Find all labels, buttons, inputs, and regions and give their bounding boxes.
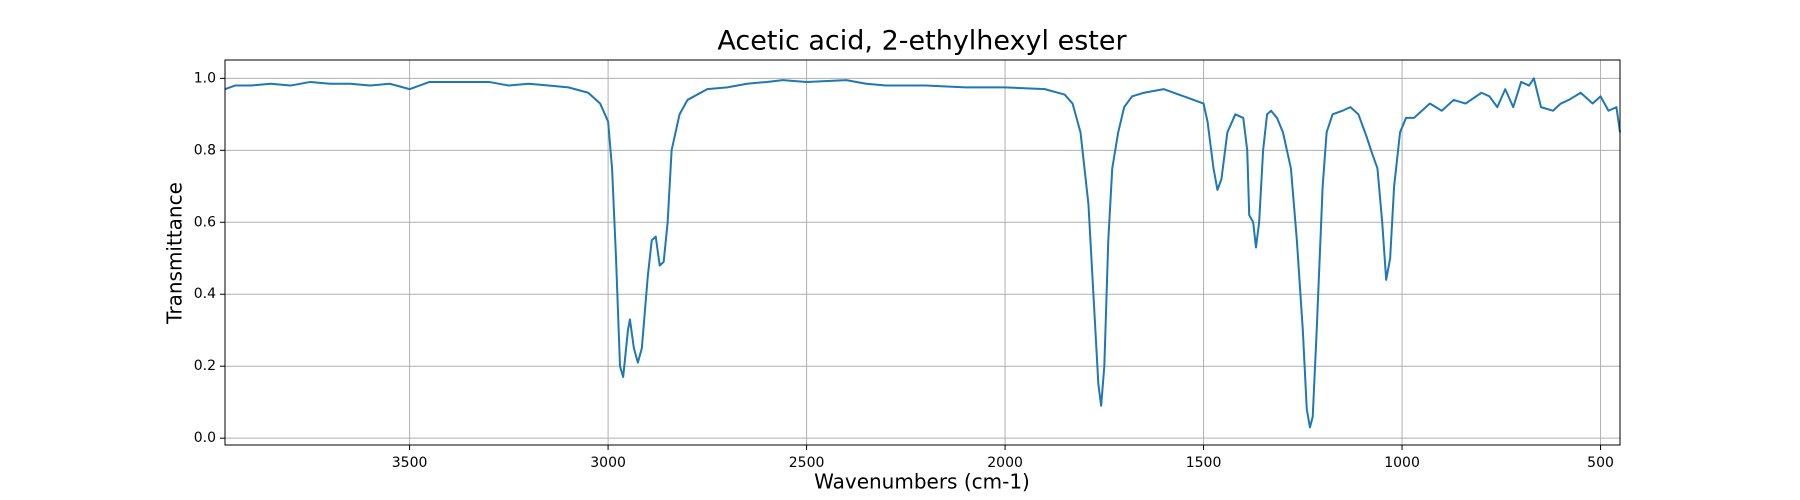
x-tick-label: 2500: [789, 455, 825, 471]
x-tick-label: 3000: [590, 455, 626, 471]
y-tick-label: 0.0: [194, 430, 216, 446]
y-tick-label: 0.8: [194, 142, 216, 158]
plot-frame: [224, 59, 1621, 446]
y-tick-label: 1.0: [194, 70, 216, 86]
y-tick-label: 0.2: [194, 358, 216, 374]
chart-title: Acetic acid, 2-ethylhexyl ester: [717, 26, 1127, 57]
y-tick-label: 0.4: [194, 286, 216, 302]
x-tick-label: 1500: [1186, 455, 1222, 471]
x-tick-label: 500: [1587, 455, 1614, 471]
x-axis-label: Wavenumbers (cm-1): [814, 470, 1030, 494]
y-axis-label: Transmittance: [163, 182, 187, 325]
y-tick-label: 0.6: [194, 214, 216, 230]
spectrum-line: [224, 77, 1621, 429]
x-tick-label: 3500: [392, 455, 428, 471]
x-tick-label: 2000: [987, 455, 1023, 471]
x-tick-label: 1000: [1384, 455, 1420, 471]
